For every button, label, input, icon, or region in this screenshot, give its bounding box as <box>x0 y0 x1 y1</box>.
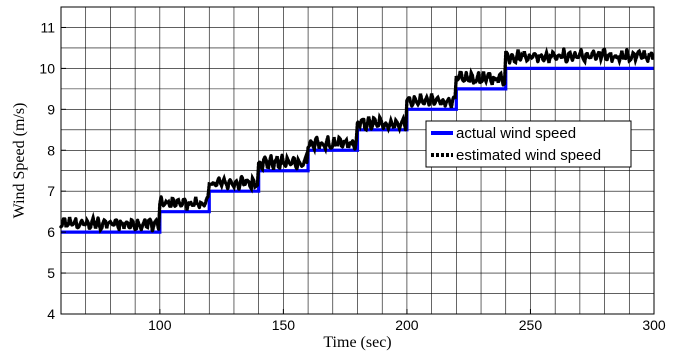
x-axis-label: Time (sec) <box>323 334 391 351</box>
y-tick-label: 7 <box>47 183 55 199</box>
y-tick-label: 5 <box>47 265 55 281</box>
y-tick-label: 6 <box>47 224 55 240</box>
series-actual-wind-speed <box>61 66 654 234</box>
x-tick-label: 200 <box>395 317 419 333</box>
y-tick-label: 4 <box>47 306 55 322</box>
legend: actual wind speed estimated wind speed <box>425 120 632 168</box>
x-tick-label: 100 <box>148 317 172 333</box>
legend-label-actual: actual wind speed <box>456 125 576 142</box>
legend-box <box>425 120 632 168</box>
plot-frame <box>60 6 655 315</box>
x-tick-label: 150 <box>272 317 296 333</box>
y-tick-label: 11 <box>40 19 55 35</box>
y-tick-label: 10 <box>39 60 55 76</box>
y-tick-label: 8 <box>47 142 55 158</box>
x-tick-label: 250 <box>519 317 543 333</box>
series-estimated-wind-speed <box>59 45 655 235</box>
x-tick-label: 300 <box>642 317 666 333</box>
y-tick-label: 9 <box>47 101 55 117</box>
series-layer <box>59 45 655 235</box>
y-axis-label: Wind Speed (m/s) <box>11 103 28 219</box>
axis-ticks: 100 150 200 250 300 4 5 6 7 8 9 10 11 <box>39 19 665 333</box>
legend-label-estimated: estimated wind speed <box>456 147 601 164</box>
